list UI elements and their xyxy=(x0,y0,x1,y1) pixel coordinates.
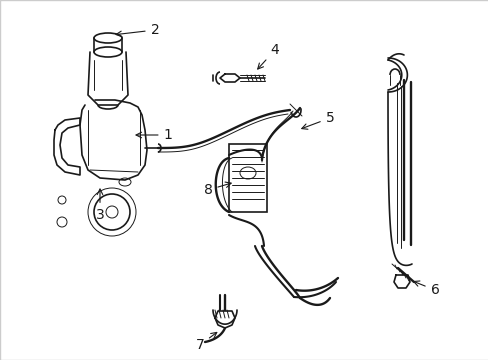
Text: 1: 1 xyxy=(136,128,172,142)
Text: 7: 7 xyxy=(195,332,216,352)
Text: 8: 8 xyxy=(203,182,231,197)
Text: 5: 5 xyxy=(301,111,334,129)
Bar xyxy=(228,144,266,212)
Text: 6: 6 xyxy=(413,281,439,297)
Text: 4: 4 xyxy=(257,43,279,69)
Text: 3: 3 xyxy=(96,189,104,222)
Text: 2: 2 xyxy=(116,23,159,37)
